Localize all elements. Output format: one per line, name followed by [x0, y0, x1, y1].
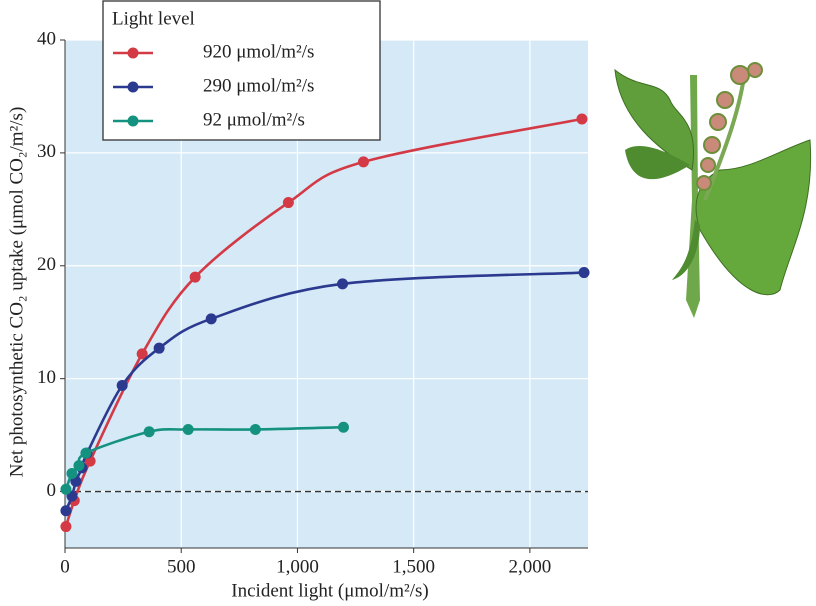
plant-illustration	[614, 62, 812, 318]
data-point	[249, 423, 261, 435]
data-point	[143, 426, 155, 438]
x-tick-label: 1,500	[392, 556, 435, 577]
data-point	[60, 521, 72, 533]
data-point	[205, 313, 217, 325]
y-tick-label: 0	[47, 480, 57, 501]
y-axis-label: Net photosynthetic CO₂ uptake (μmol CO₂/…	[6, 107, 27, 478]
y-tick-label: 30	[37, 141, 56, 162]
data-point	[357, 156, 369, 168]
legend-label: 92 μmol/m²/s	[203, 109, 305, 130]
data-point	[337, 421, 349, 433]
data-point	[337, 278, 349, 290]
data-point	[578, 267, 590, 279]
data-point	[282, 197, 294, 209]
data-point	[136, 348, 148, 360]
data-point	[182, 423, 194, 435]
x-tick-label: 1,000	[276, 556, 319, 577]
legend-marker	[127, 47, 139, 59]
data-point	[153, 342, 165, 354]
y-tick-label: 10	[37, 367, 56, 388]
data-point	[60, 505, 72, 517]
data-point	[66, 467, 78, 479]
x-tick-label: 0	[60, 556, 70, 577]
y-tick-label: 20	[37, 254, 56, 275]
data-point	[116, 379, 128, 391]
legend-label: 290 μmol/m²/s	[203, 75, 314, 96]
data-point	[189, 271, 201, 283]
data-point	[576, 113, 588, 125]
legend-box	[102, 0, 381, 141]
legend-title: Light level	[112, 8, 195, 29]
data-point	[73, 460, 85, 472]
x-axis-label: Incident light (μmol/m²/s)	[231, 580, 428, 601]
y-tick-label: 40	[37, 28, 56, 49]
data-point	[60, 483, 72, 495]
data-point	[80, 447, 92, 459]
legend-label: 920 μmol/m²/s	[203, 41, 314, 62]
legend-marker	[127, 81, 139, 93]
x-tick-label: 2,000	[509, 556, 552, 577]
x-tick-label: 500	[167, 556, 196, 577]
legend-marker	[127, 115, 139, 127]
